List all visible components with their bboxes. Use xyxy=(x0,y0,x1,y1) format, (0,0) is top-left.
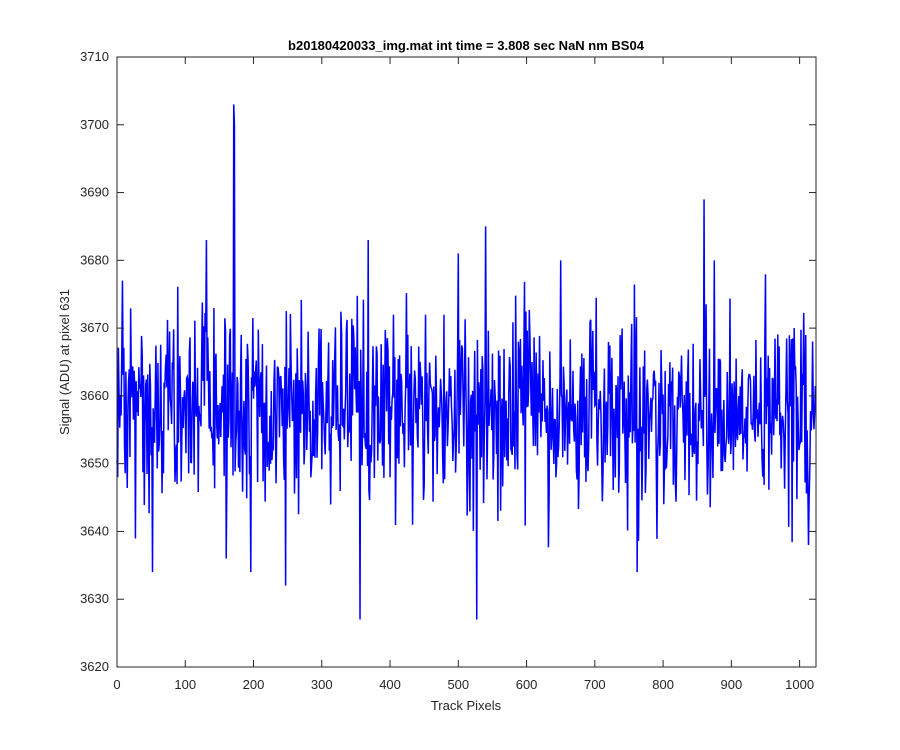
y-tick-label: 3660 xyxy=(80,388,109,403)
x-tick-label: 700 xyxy=(584,677,606,692)
y-tick-label: 3700 xyxy=(80,117,109,132)
x-axis-label: Track Pixels xyxy=(431,698,502,713)
y-tick-label: 3680 xyxy=(80,252,109,267)
y-axis-label: Signal (ADU) at pixel 631 xyxy=(57,289,72,435)
x-tick-label: 0 xyxy=(113,677,120,692)
y-tick-label: 3620 xyxy=(80,659,109,674)
x-tick-label: 100 xyxy=(174,677,196,692)
plot-area xyxy=(117,57,816,667)
y-tick-label: 3690 xyxy=(80,185,109,200)
y-tick-label: 3640 xyxy=(80,523,109,538)
x-tick-label: 1000 xyxy=(785,677,814,692)
y-tick-label: 3650 xyxy=(80,456,109,471)
x-tick-label: 400 xyxy=(379,677,401,692)
x-tick-label: 200 xyxy=(243,677,265,692)
signal-series-line xyxy=(116,104,817,620)
x-tick-label: 600 xyxy=(516,677,538,692)
axes-box xyxy=(116,56,817,668)
y-axis: 3620 3630 3640 3650 3660 3670 3680 3690 3700 3710 xyxy=(80,49,816,674)
chart-title: b20180420033_img.mat int time = 3.808 se… xyxy=(288,38,645,53)
series-group xyxy=(116,104,817,620)
x-axis: 0 100 200 300 400 500 600 700 800 900 1000 xyxy=(113,57,814,692)
y-tick-label: 3670 xyxy=(80,320,109,335)
x-tick-label: 300 xyxy=(311,677,333,692)
x-tick-label: 800 xyxy=(652,677,674,692)
y-tick-label: 3710 xyxy=(80,49,109,64)
y-tick-label: 3630 xyxy=(80,591,109,606)
x-tick-label: 900 xyxy=(721,677,743,692)
x-tick-label: 500 xyxy=(447,677,469,692)
